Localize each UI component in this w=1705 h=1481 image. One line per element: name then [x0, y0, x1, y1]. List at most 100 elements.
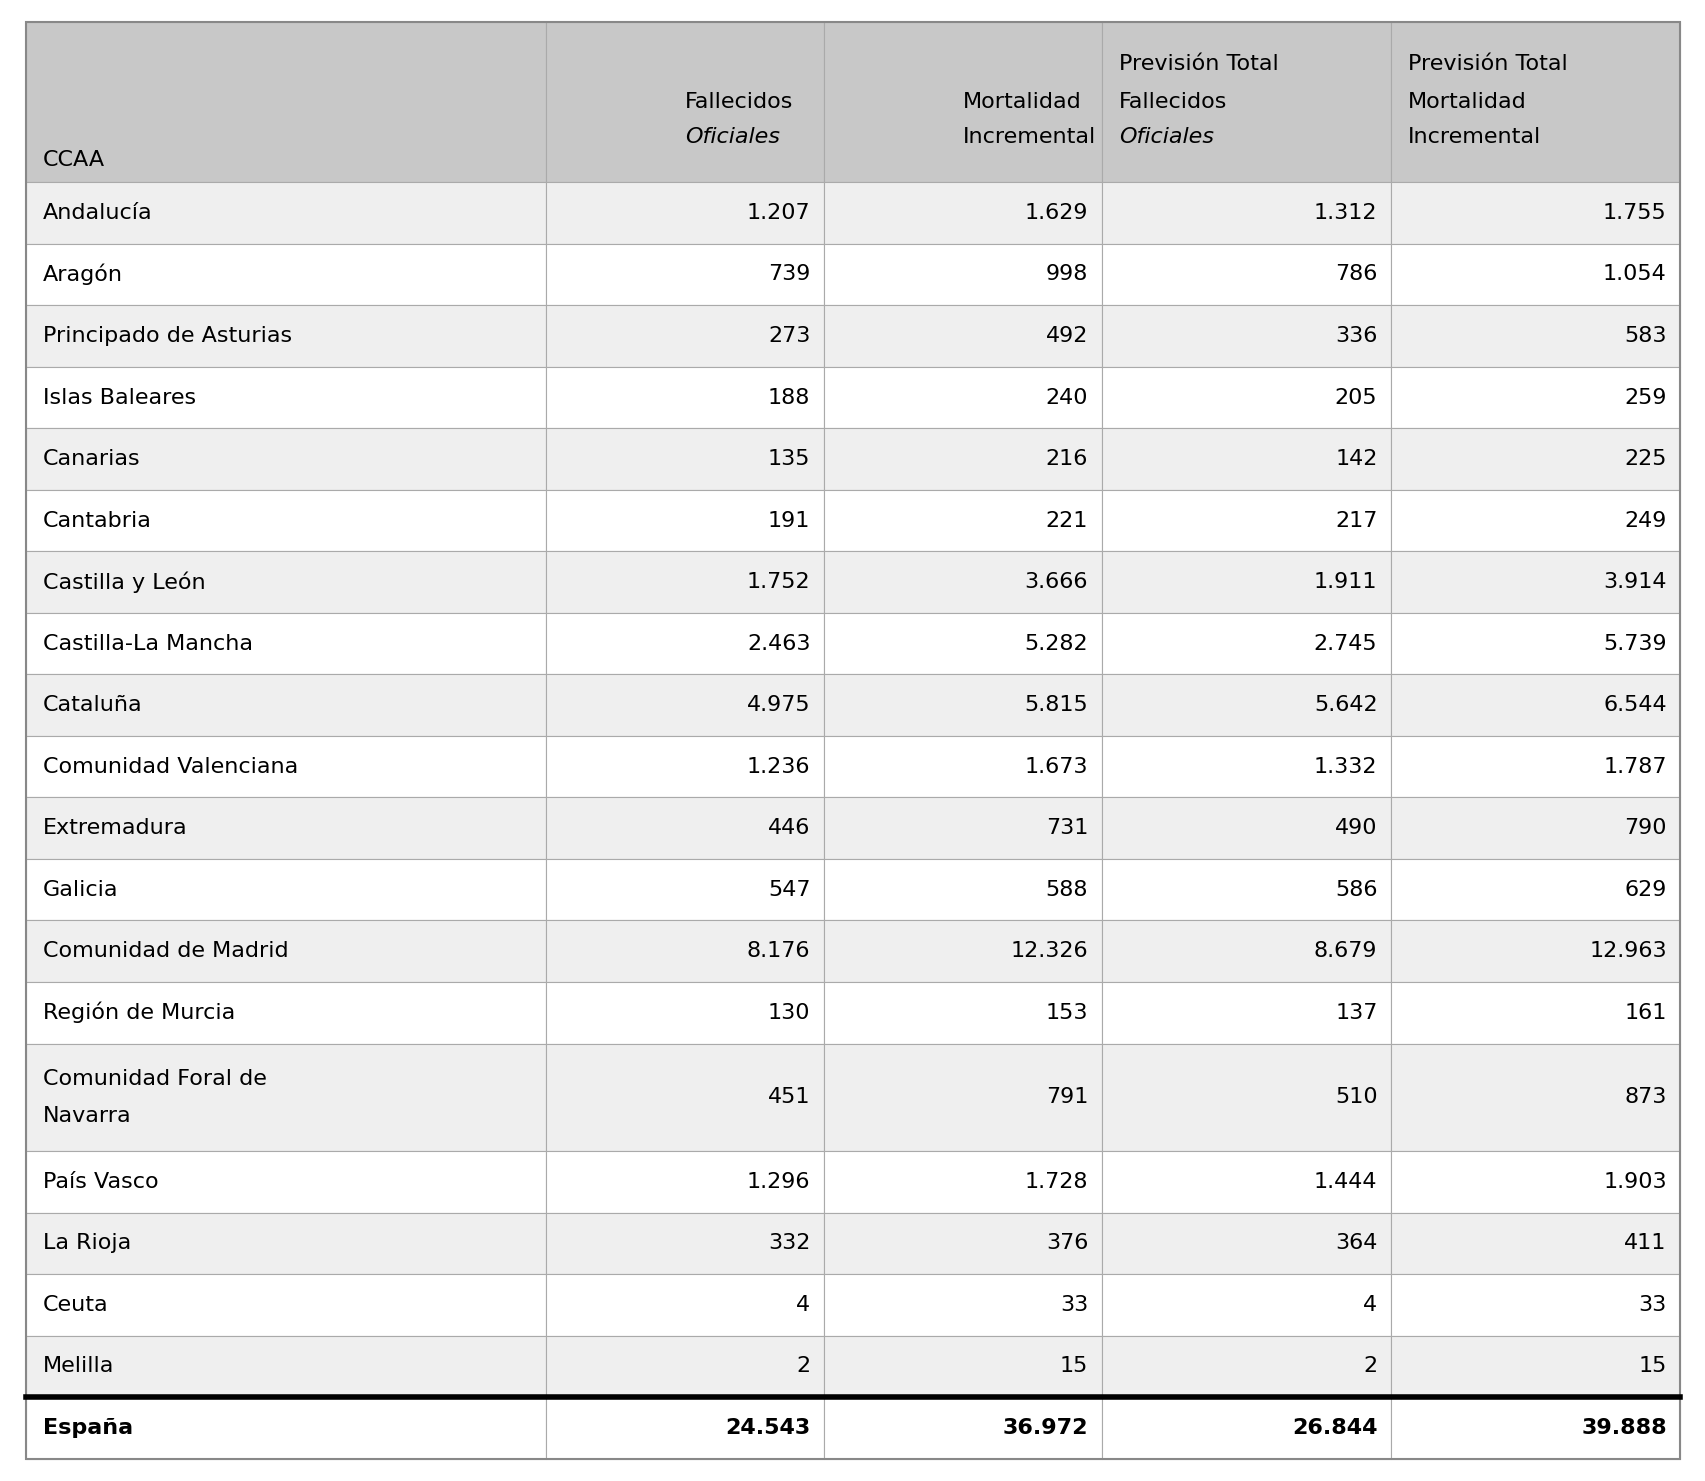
Text: 490: 490: [1335, 818, 1376, 838]
Text: Castilla-La Mancha: Castilla-La Mancha: [43, 634, 252, 653]
Text: 786: 786: [1335, 265, 1376, 284]
Bar: [824, 1336, 1101, 1397]
Text: 1.207: 1.207: [747, 203, 810, 224]
Bar: [824, 367, 1101, 428]
Text: 1.332: 1.332: [1313, 757, 1376, 776]
Bar: [1101, 1044, 1390, 1151]
Text: 1.911: 1.911: [1313, 572, 1376, 592]
Bar: [824, 305, 1101, 367]
Text: Mortalidad: Mortalidad: [962, 92, 1081, 113]
Text: Castilla y León: Castilla y León: [43, 572, 205, 592]
Text: Fallecidos: Fallecidos: [1118, 92, 1226, 113]
Text: 790: 790: [1623, 818, 1666, 838]
Bar: [824, 551, 1101, 613]
Text: Navarra: Navarra: [43, 1106, 131, 1126]
Text: 1.629: 1.629: [1025, 203, 1088, 224]
Text: 1.752: 1.752: [747, 572, 810, 592]
Bar: [1390, 982, 1679, 1044]
Bar: [546, 674, 824, 736]
Bar: [546, 1213, 824, 1274]
Bar: [26, 1213, 546, 1274]
Text: Incremental: Incremental: [962, 127, 1096, 148]
Bar: [824, 1213, 1101, 1274]
Bar: [546, 182, 824, 244]
Text: 12.963: 12.963: [1587, 942, 1666, 961]
Text: 3.666: 3.666: [1025, 572, 1088, 592]
Text: 731: 731: [1045, 818, 1088, 838]
Bar: [26, 182, 546, 244]
Bar: [26, 1151, 546, 1213]
Text: 1.312: 1.312: [1313, 203, 1376, 224]
Text: 1.728: 1.728: [1025, 1171, 1088, 1192]
Text: 446: 446: [767, 818, 810, 838]
Text: 142: 142: [1335, 449, 1376, 469]
Bar: [824, 1044, 1101, 1151]
Bar: [1101, 22, 1390, 182]
Text: Región de Murcia: Región de Murcia: [43, 1003, 235, 1023]
Bar: [26, 613, 546, 674]
Bar: [1101, 1213, 1390, 1274]
Text: Cantabria: Cantabria: [43, 511, 152, 530]
Bar: [1390, 1397, 1679, 1459]
Text: Previsión Total: Previsión Total: [1118, 53, 1277, 74]
Text: 739: 739: [767, 265, 810, 284]
Text: 24.543: 24.543: [725, 1417, 810, 1438]
Bar: [546, 797, 824, 859]
Bar: [1390, 1213, 1679, 1274]
Bar: [1101, 1336, 1390, 1397]
Bar: [824, 22, 1101, 182]
Text: Oficiales: Oficiales: [1118, 127, 1214, 148]
Bar: [26, 1274, 546, 1336]
Bar: [1101, 797, 1390, 859]
Text: 217: 217: [1335, 511, 1376, 530]
Bar: [26, 1397, 546, 1459]
Text: 188: 188: [767, 388, 810, 407]
Text: 586: 586: [1335, 880, 1376, 899]
Bar: [1101, 428, 1390, 490]
Bar: [1390, 736, 1679, 797]
Bar: [1101, 613, 1390, 674]
Text: Incremental: Incremental: [1407, 127, 1541, 148]
Bar: [824, 921, 1101, 982]
Text: Canarias: Canarias: [43, 449, 140, 469]
Bar: [1390, 859, 1679, 921]
Bar: [824, 244, 1101, 305]
Bar: [26, 982, 546, 1044]
Text: 2.745: 2.745: [1313, 634, 1376, 653]
Text: La Rioja: La Rioja: [43, 1234, 131, 1253]
Bar: [1101, 305, 1390, 367]
Text: 629: 629: [1623, 880, 1666, 899]
Bar: [546, 551, 824, 613]
Bar: [546, 305, 824, 367]
Text: 259: 259: [1623, 388, 1666, 407]
Text: 8.679: 8.679: [1313, 942, 1376, 961]
Text: Mortalidad: Mortalidad: [1407, 92, 1526, 113]
Text: Comunidad Valenciana: Comunidad Valenciana: [43, 757, 298, 776]
Bar: [824, 859, 1101, 921]
Bar: [824, 490, 1101, 551]
Bar: [1101, 490, 1390, 551]
Bar: [546, 490, 824, 551]
Bar: [1390, 1044, 1679, 1151]
Text: 451: 451: [767, 1087, 810, 1108]
Text: Comunidad de Madrid: Comunidad de Madrid: [43, 942, 288, 961]
Bar: [26, 305, 546, 367]
Bar: [26, 674, 546, 736]
Text: Ceuta: Ceuta: [43, 1294, 107, 1315]
Bar: [1390, 797, 1679, 859]
Text: 376: 376: [1045, 1234, 1088, 1253]
Text: 240: 240: [1045, 388, 1088, 407]
Bar: [546, 859, 824, 921]
Text: 161: 161: [1623, 1003, 1666, 1023]
Bar: [1390, 367, 1679, 428]
Bar: [1390, 921, 1679, 982]
Text: 6.544: 6.544: [1603, 695, 1666, 715]
Bar: [824, 674, 1101, 736]
Text: 8.176: 8.176: [747, 942, 810, 961]
Text: 364: 364: [1335, 1234, 1376, 1253]
Bar: [1390, 490, 1679, 551]
Text: 36.972: 36.972: [1003, 1417, 1088, 1438]
Bar: [26, 1044, 546, 1151]
Text: 2: 2: [796, 1357, 810, 1376]
Bar: [1101, 1151, 1390, 1213]
